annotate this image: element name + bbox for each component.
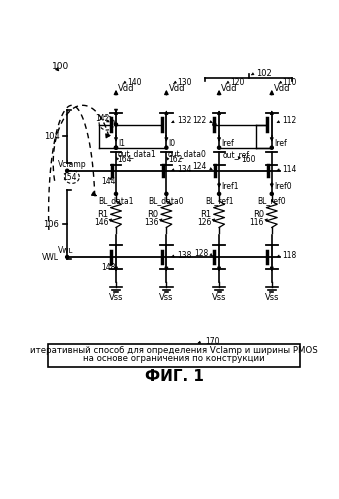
Text: 130: 130 — [177, 78, 192, 87]
Text: BL_data1: BL_data1 — [98, 196, 134, 205]
Text: 120: 120 — [230, 78, 244, 87]
Text: BL_ref1: BL_ref1 — [205, 196, 233, 205]
Circle shape — [218, 146, 221, 149]
Text: Iref: Iref — [221, 139, 234, 148]
Circle shape — [115, 192, 118, 196]
Text: 164: 164 — [118, 155, 132, 164]
Circle shape — [270, 192, 273, 196]
Text: 170: 170 — [205, 337, 220, 346]
Circle shape — [115, 146, 118, 149]
Text: BL_ref0: BL_ref0 — [257, 196, 286, 205]
Circle shape — [115, 146, 118, 149]
Text: на основе ограничения по конструкции: на основе ограничения по конструкции — [83, 354, 265, 363]
Text: Vclamp: Vclamp — [58, 160, 86, 169]
Text: 136: 136 — [144, 218, 159, 227]
Text: 154: 154 — [62, 173, 77, 182]
Text: 140: 140 — [127, 78, 141, 87]
Text: 162: 162 — [168, 155, 182, 164]
Text: Vdd: Vdd — [274, 84, 291, 93]
Text: итеративный способ для определения Vclamp и ширины PMOS: итеративный способ для определения Vclam… — [30, 346, 318, 355]
Text: out_data1: out_data1 — [118, 149, 156, 158]
Circle shape — [270, 146, 273, 149]
Text: 106: 106 — [43, 220, 59, 229]
Text: 128: 128 — [194, 249, 208, 257]
Text: 146: 146 — [94, 218, 108, 227]
Circle shape — [66, 255, 69, 258]
Text: 114: 114 — [283, 165, 297, 174]
Text: out_data0: out_data0 — [168, 149, 207, 158]
Text: 104: 104 — [44, 132, 59, 141]
Text: 144: 144 — [101, 177, 116, 186]
Text: 122: 122 — [193, 116, 207, 125]
Text: BL_data0: BL_data0 — [148, 196, 184, 205]
Text: 102: 102 — [256, 69, 272, 78]
Text: Vdd: Vdd — [118, 84, 135, 93]
Text: 116: 116 — [250, 218, 264, 227]
Text: 132: 132 — [177, 116, 192, 125]
Text: Vss: Vss — [264, 293, 279, 302]
Text: 142: 142 — [95, 114, 109, 123]
Text: Vdd: Vdd — [169, 84, 185, 93]
Circle shape — [213, 123, 216, 126]
Text: 148: 148 — [101, 263, 116, 272]
Text: Vdd: Vdd — [221, 84, 238, 93]
Text: 118: 118 — [283, 251, 297, 260]
Text: R1: R1 — [97, 210, 108, 219]
Circle shape — [115, 123, 118, 126]
Text: out_ref: out_ref — [223, 150, 250, 159]
Text: Vᴡʟ: Vᴡʟ — [58, 247, 73, 255]
Text: 110: 110 — [283, 78, 297, 87]
Text: 100: 100 — [53, 62, 70, 71]
Text: R0: R0 — [147, 210, 159, 219]
Text: 160: 160 — [241, 156, 255, 165]
FancyBboxPatch shape — [48, 344, 300, 367]
Text: Iref1: Iref1 — [221, 182, 239, 191]
Circle shape — [165, 192, 168, 196]
Text: R0: R0 — [253, 210, 264, 219]
Text: Iref: Iref — [274, 139, 287, 148]
Text: VWL: VWL — [42, 252, 59, 261]
Circle shape — [165, 146, 168, 149]
Text: ФИГ. 1: ФИГ. 1 — [145, 369, 203, 384]
Text: Vss: Vss — [159, 293, 174, 302]
Text: 138: 138 — [177, 251, 192, 260]
Text: I0: I0 — [169, 139, 176, 148]
Text: 124: 124 — [192, 162, 207, 172]
Circle shape — [218, 192, 221, 196]
Circle shape — [66, 169, 69, 172]
Text: 112: 112 — [283, 116, 297, 125]
Text: 134: 134 — [177, 165, 192, 174]
Text: Vss: Vss — [109, 293, 123, 302]
Text: I1: I1 — [118, 139, 125, 148]
Text: Iref0: Iref0 — [274, 182, 292, 191]
Text: R1: R1 — [200, 210, 211, 219]
Text: Vss: Vss — [212, 293, 226, 302]
Text: 126: 126 — [197, 218, 211, 227]
